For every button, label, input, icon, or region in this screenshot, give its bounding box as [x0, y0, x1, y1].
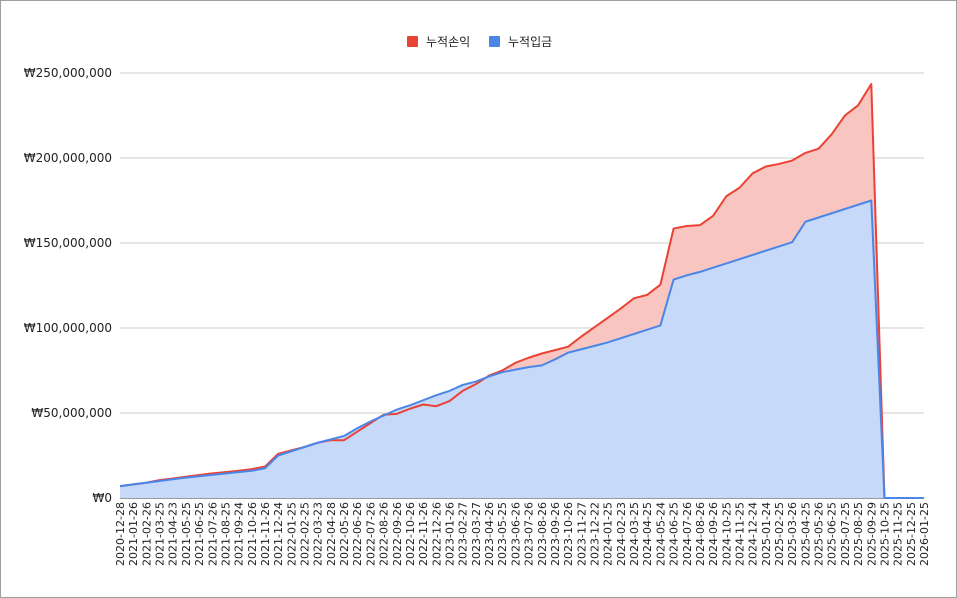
- x-tick-label-35: 2023-11-27: [575, 502, 588, 566]
- y-tick-label-5: ₩250,000,000: [24, 66, 112, 80]
- x-tick-label-37: 2024-01-25: [602, 502, 615, 566]
- x-tick-label-32: 2023-08-26: [536, 502, 549, 566]
- x-tick-label-12: 2021-12-24: [272, 502, 285, 566]
- x-tick-label-8: 2021-08-25: [219, 502, 232, 566]
- x-tick-label-6: 2021-06-25: [193, 502, 206, 566]
- area-series-1: [120, 200, 924, 498]
- x-tick-label-29: 2023-05-25: [496, 502, 509, 566]
- y-tick-label-2: ₩100,000,000: [24, 321, 112, 335]
- legend: 누적손익 누적입금: [407, 35, 552, 49]
- series-lines: [119, 83, 924, 499]
- x-tick-label-43: 2024-07-26: [681, 502, 694, 566]
- x-tick-label-17: 2022-05-26: [338, 502, 351, 566]
- legend-swatch-deposit: [489, 36, 500, 47]
- x-axis: 2020-12-28 2021-01-26 2021-02-26 2021-03-25…: [114, 502, 931, 566]
- legend-label-profit: 누적손익: [426, 35, 470, 49]
- x-tick-label-23: 2022-11-26: [417, 502, 430, 566]
- x-tick-label-56: 2025-08-25: [852, 502, 865, 566]
- x-tick-label-14: 2022-02-25: [299, 502, 312, 566]
- x-tick-label-7: 2021-07-26: [206, 502, 219, 566]
- x-tick-label-4: 2021-04-23: [167, 502, 180, 566]
- x-tick-label-57: 2025-09-29: [865, 502, 878, 566]
- line-series-1: [119, 199, 924, 499]
- x-tick-label-18: 2022-06-26: [351, 502, 364, 566]
- x-tick-label-48: 2024-12-24: [747, 502, 760, 566]
- x-tick-label-33: 2023-09-26: [549, 502, 562, 566]
- x-tick-label-16: 2022-04-28: [325, 502, 338, 566]
- x-tick-label-40: 2024-04-25: [641, 502, 654, 566]
- x-tick-label-42: 2024-06-25: [668, 502, 681, 566]
- x-tick-label-20: 2022-08-26: [378, 502, 391, 566]
- x-tick-label-11: 2021-11-26: [259, 502, 272, 566]
- x-tick-label-39: 2024-03-25: [628, 502, 641, 566]
- x-tick-label-10: 2021-10-26: [246, 502, 259, 566]
- x-tick-label-49: 2025-01-24: [760, 502, 773, 566]
- x-tick-label-44: 2024-08-26: [694, 502, 707, 566]
- y-tick-label-4: ₩200,000,000: [24, 151, 112, 165]
- x-tick-label-2: 2021-02-26: [140, 502, 153, 566]
- x-tick-label-46: 2024-10-25: [720, 502, 733, 566]
- x-tick-label-30: 2023-06-26: [509, 502, 522, 566]
- x-tick-label-31: 2023-07-26: [523, 502, 536, 566]
- legend-swatch-profit: [407, 36, 418, 47]
- x-tick-label-45: 2024-09-26: [707, 502, 720, 566]
- x-tick-label-38: 2024-02-23: [615, 502, 628, 566]
- x-tick-label-54: 2025-06-25: [826, 502, 839, 566]
- x-tick-label-60: 2025-12-25: [905, 502, 918, 566]
- x-tick-label-50: 2025-02-25: [773, 502, 786, 566]
- x-tick-label-21: 2022-09-26: [391, 502, 404, 566]
- x-tick-label-0: 2020-12-28: [114, 502, 127, 566]
- x-tick-label-47: 2024-11-25: [733, 502, 746, 566]
- x-tick-label-28: 2023-04-26: [483, 502, 496, 566]
- y-tick-label-3: ₩150,000,000: [24, 236, 112, 250]
- x-tick-label-15: 2022-03-23: [312, 502, 325, 566]
- x-tick-label-34: 2023-10-26: [562, 502, 575, 566]
- x-tick-label-22: 2022-10-26: [404, 502, 417, 566]
- x-tick-label-51: 2025-03-26: [786, 502, 799, 566]
- y-tick-label-1: ₩50,000,000: [31, 406, 112, 420]
- x-tick-label-1: 2021-01-26: [127, 502, 140, 566]
- x-tick-label-24: 2022-12-26: [430, 502, 443, 566]
- line-series-0: [119, 83, 924, 499]
- y-tick-label-0: ₩0: [93, 491, 113, 505]
- x-tick-label-25: 2023-01-26: [444, 502, 457, 566]
- x-tick-label-13: 2022-01-25: [285, 502, 298, 566]
- x-tick-label-36: 2023-12-22: [588, 502, 601, 566]
- legend-label-deposit: 누적입금: [508, 35, 552, 49]
- x-tick-label-52: 2025-04-25: [799, 502, 812, 566]
- x-tick-label-3: 2021-03-25: [154, 502, 167, 566]
- series-areas: [120, 84, 924, 499]
- x-tick-label-5: 2021-05-25: [180, 502, 193, 566]
- y-axis: ₩0 ₩50,000,000 ₩100,000,000 ₩150,000,000 ₩20…: [24, 66, 112, 505]
- x-tick-label-41: 2024-05-24: [654, 502, 667, 566]
- x-tick-label-53: 2025-05-26: [813, 502, 826, 566]
- x-tick-label-19: 2022-07-26: [364, 502, 377, 566]
- x-tick-label-55: 2025-07-25: [839, 502, 852, 566]
- x-tick-label-58: 2025-10-25: [878, 502, 891, 566]
- x-tick-label-9: 2021-09-24: [233, 502, 246, 566]
- x-tick-label-59: 2025-11-25: [892, 502, 905, 566]
- x-tick-label-26: 2023-02-27: [457, 502, 470, 566]
- x-tick-label-27: 2023-03-27: [470, 502, 483, 566]
- x-tick-label-61: 2026-01-25: [918, 502, 931, 566]
